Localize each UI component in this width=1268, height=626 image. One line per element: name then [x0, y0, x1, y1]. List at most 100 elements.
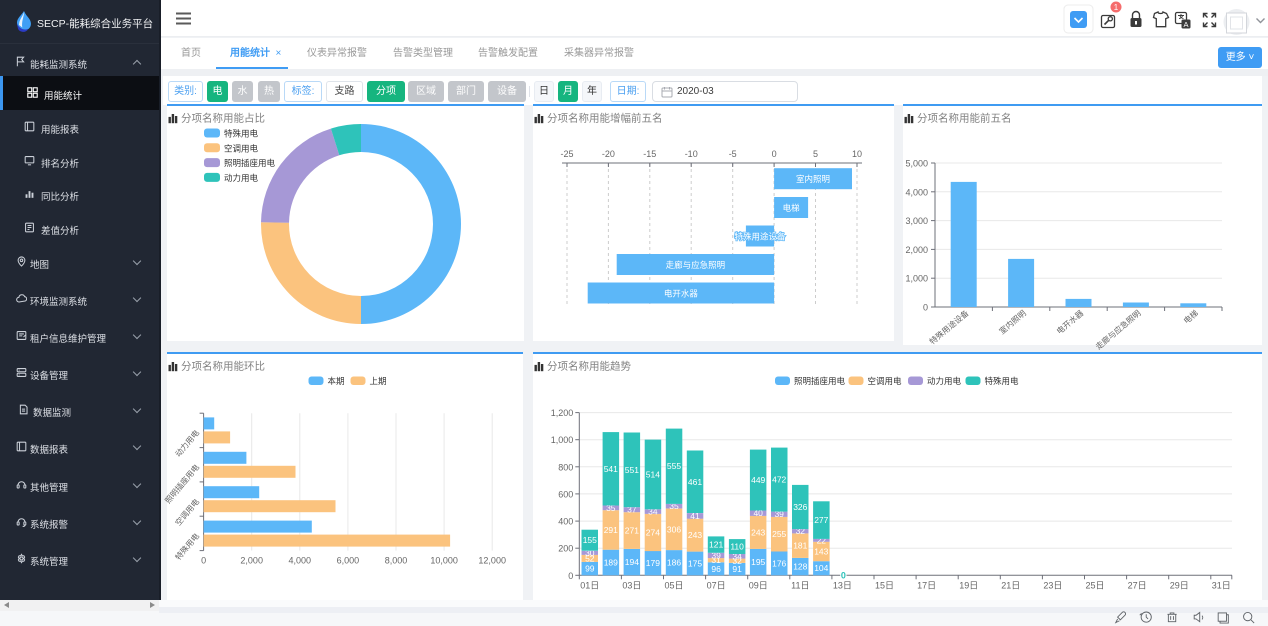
- svg-text:21日: 21日: [1001, 580, 1020, 590]
- svg-text:走廊与应急照明: 走廊与应急照明: [666, 260, 726, 270]
- svg-text:181: 181: [793, 541, 807, 551]
- svg-text:600: 600: [558, 489, 573, 499]
- svg-text:-10: -10: [685, 149, 698, 159]
- svg-text:277: 277: [814, 515, 828, 525]
- svg-text:34: 34: [732, 551, 742, 561]
- svg-text:31日: 31日: [1212, 580, 1231, 590]
- svg-text:特殊用电: 特殊用电: [173, 531, 201, 562]
- svg-text:电开水器: 电开水器: [1054, 308, 1085, 336]
- svg-text:800: 800: [558, 462, 573, 472]
- svg-text:11日: 11日: [791, 580, 809, 590]
- svg-text:17日: 17日: [917, 580, 936, 590]
- svg-text:91: 91: [732, 564, 742, 574]
- svg-text:5,000: 5,000: [905, 159, 928, 169]
- svg-text:39: 39: [711, 550, 721, 560]
- svg-text:03日: 03日: [622, 580, 641, 590]
- svg-text:电梯: 电梯: [783, 203, 801, 213]
- svg-text:特殊用电: 特殊用电: [985, 376, 1020, 386]
- svg-text:1,000: 1,000: [905, 274, 928, 284]
- svg-text:4,000: 4,000: [289, 556, 312, 566]
- svg-text:243: 243: [751, 527, 765, 537]
- svg-text:分项名称用能增幅前五名: 分项名称用能增幅前五名: [547, 111, 663, 124]
- svg-text:41: 41: [690, 511, 700, 521]
- svg-text:461: 461: [688, 477, 702, 487]
- svg-text:128: 128: [793, 562, 807, 572]
- svg-text:541: 541: [604, 464, 618, 474]
- svg-text:1,200: 1,200: [551, 408, 574, 418]
- svg-text:37: 37: [627, 505, 637, 515]
- svg-text:-15: -15: [643, 149, 656, 159]
- svg-text:动力用电: 动力用电: [173, 428, 201, 459]
- svg-text:52: 52: [585, 553, 595, 563]
- svg-text:12,000: 12,000: [478, 556, 506, 566]
- svg-text:23日: 23日: [1043, 580, 1062, 590]
- svg-text:特殊用途设备: 特殊用途设备: [734, 232, 786, 242]
- svg-text:175: 175: [688, 558, 702, 568]
- svg-text:-25: -25: [560, 149, 573, 159]
- svg-text:195: 195: [751, 557, 765, 567]
- svg-text:动力用电: 动力用电: [927, 376, 962, 386]
- svg-text:32: 32: [732, 556, 742, 566]
- svg-text:05日: 05日: [664, 580, 683, 590]
- svg-text:分项名称用能占比: 分项名称用能占比: [181, 111, 265, 124]
- svg-text:A: A: [1183, 20, 1188, 29]
- svg-text:空调用电: 空调用电: [868, 376, 903, 386]
- svg-text:0: 0: [923, 303, 928, 313]
- svg-text:4,000: 4,000: [905, 187, 928, 197]
- svg-text:空调用电: 空调用电: [224, 143, 259, 153]
- svg-text:514: 514: [646, 469, 660, 479]
- svg-text:39: 39: [774, 509, 784, 519]
- svg-text:电梯: 电梯: [1181, 308, 1200, 326]
- svg-text:189: 189: [604, 558, 618, 568]
- svg-text:29日: 29日: [1170, 580, 1189, 590]
- svg-text:特殊用电: 特殊用电: [224, 129, 259, 139]
- svg-text:10: 10: [852, 149, 862, 159]
- svg-text:分项名称用能前五名: 分项名称用能前五名: [917, 111, 1012, 124]
- svg-text:6,000: 6,000: [337, 556, 360, 566]
- svg-text:-5: -5: [729, 149, 737, 159]
- svg-text:07日: 07日: [707, 580, 726, 590]
- svg-text:99: 99: [585, 564, 595, 574]
- svg-text:96: 96: [711, 564, 721, 574]
- svg-text:照明插座用电: 照明插座用电: [224, 158, 276, 168]
- svg-text:35: 35: [669, 501, 679, 511]
- svg-text:1: 1: [1114, 3, 1119, 12]
- svg-text:104: 104: [814, 563, 828, 573]
- svg-text:0: 0: [568, 571, 573, 581]
- svg-text:13日: 13日: [833, 580, 852, 590]
- svg-text:10,000: 10,000: [430, 556, 458, 566]
- svg-text:本期: 本期: [328, 376, 345, 386]
- svg-text:155: 155: [583, 535, 597, 545]
- svg-text:31: 31: [711, 555, 721, 565]
- svg-text:空调用电: 空调用电: [173, 497, 201, 528]
- svg-text:动力用电: 动力用电: [224, 173, 259, 183]
- svg-text:19日: 19日: [959, 580, 978, 590]
- svg-text:326: 326: [793, 502, 807, 512]
- svg-text:分项名称用能环比: 分项名称用能环比: [181, 359, 265, 372]
- svg-text:分项名称用能趋势: 分项名称用能趋势: [547, 359, 631, 372]
- svg-text:22: 22: [817, 535, 827, 545]
- svg-text:35: 35: [606, 503, 616, 513]
- svg-text:551: 551: [625, 465, 639, 475]
- svg-text:179: 179: [646, 558, 660, 568]
- svg-text:186: 186: [667, 558, 681, 568]
- svg-text:32: 32: [796, 526, 806, 536]
- svg-text:电开水器: 电开水器: [664, 289, 699, 299]
- svg-text:271: 271: [625, 526, 639, 536]
- svg-text:400: 400: [558, 517, 573, 527]
- svg-text:8,000: 8,000: [385, 556, 408, 566]
- svg-text:3,000: 3,000: [905, 216, 928, 226]
- svg-text:5: 5: [813, 149, 818, 159]
- svg-text:27日: 27日: [1128, 580, 1147, 590]
- svg-text:121: 121: [709, 540, 723, 550]
- svg-text:01日: 01日: [580, 580, 599, 590]
- svg-text:0: 0: [841, 571, 846, 581]
- svg-text:176: 176: [772, 558, 786, 568]
- svg-text:472: 472: [772, 475, 786, 485]
- svg-text:09日: 09日: [749, 580, 768, 590]
- svg-text:走廊与应急照明: 走廊与应急照明: [1093, 308, 1142, 352]
- svg-text:0: 0: [772, 149, 777, 159]
- svg-text:室内照明: 室内照明: [997, 308, 1028, 336]
- svg-text:25日: 25日: [1085, 580, 1104, 590]
- svg-text:-20: -20: [602, 149, 615, 159]
